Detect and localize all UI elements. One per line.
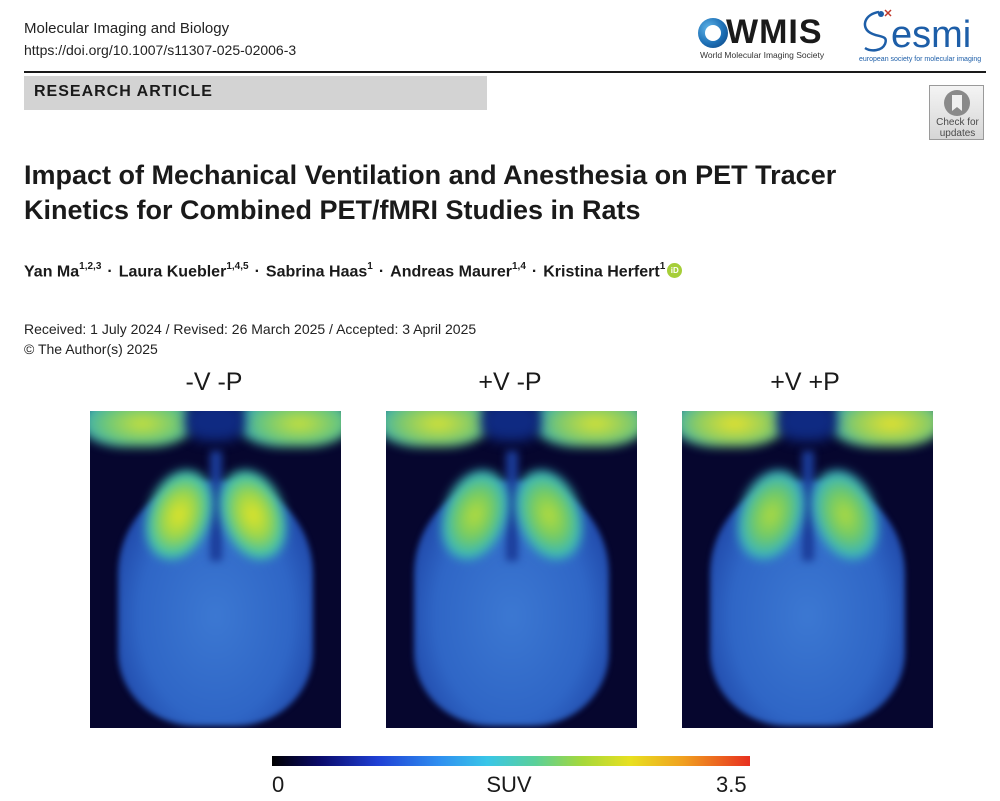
- panel-label: +V -P: [478, 368, 542, 396]
- pet-image-panel: [386, 411, 637, 728]
- esmi-logo-subtitle: european society for molecular imaging: [859, 56, 982, 63]
- esmi-logo: esmi european society for molecular imag…: [855, 8, 990, 64]
- header-rule: [24, 71, 986, 73]
- wmis-logo-word: WMIS: [726, 13, 823, 51]
- article-type-label: RESEARCH ARTICLE: [34, 83, 213, 100]
- author-separator: ·: [378, 263, 385, 281]
- author-affiliation: 1,4: [512, 261, 526, 272]
- author-separator: ·: [531, 263, 538, 281]
- copyright-notice: © The Author(s) 2025: [24, 341, 158, 357]
- panel-label: -V -P: [185, 368, 243, 396]
- wmis-globe-icon: [698, 18, 728, 48]
- doi-link[interactable]: https://doi.org/10.1007/s11307-025-02006…: [24, 42, 297, 58]
- panel-label: +V +P: [770, 368, 840, 396]
- article-dates: Received: 1 July 2024 / Revised: 26 Marc…: [24, 321, 477, 337]
- author-list: Yan Ma1,2,3 · Laura Kuebler1,4,5 · Sabrina H…: [24, 261, 683, 281]
- bookmark-icon: [944, 90, 970, 116]
- wmis-logo-subtitle: World Molecular Imaging Society: [700, 50, 825, 60]
- suv-colorbar: [272, 756, 750, 766]
- author-name[interactable]: Yan Ma: [24, 263, 80, 281]
- esmi-logo-word: esmi: [891, 14, 972, 56]
- author-affiliation: 1,4,5: [226, 261, 249, 272]
- author-separator: ·: [254, 263, 260, 281]
- author-name[interactable]: Andreas Maurer: [390, 263, 512, 281]
- author-name[interactable]: Kristina Herfert: [543, 263, 660, 281]
- wmis-logo: WMIS World Molecular Imaging Society: [698, 12, 848, 62]
- article-type-band: RESEARCH ARTICLE: [24, 76, 487, 110]
- esmi-swirl-icon: [863, 9, 892, 52]
- author-affiliation: 1: [367, 261, 373, 272]
- colorbar-max-label: 3.5: [716, 772, 747, 797]
- pet-image-panel: [682, 411, 933, 728]
- author-separator: ·: [107, 263, 113, 281]
- check-for-updates-label: Check for updates: [936, 117, 979, 139]
- colorbar-unit-label: SUV: [486, 772, 532, 797]
- orcid-icon[interactable]: iD: [667, 262, 683, 278]
- colorbar-min-label: 0: [272, 772, 285, 797]
- pet-image-panel: [90, 411, 341, 728]
- journal-name: Molecular Imaging and Biology: [24, 20, 230, 37]
- author-name[interactable]: Laura Kuebler: [118, 263, 227, 281]
- article-title: Impact of Mechanical Ventilation and Ane…: [24, 160, 837, 225]
- author-affiliation: 1,2,3: [79, 261, 102, 272]
- author-name[interactable]: Sabrina Haas: [265, 263, 368, 281]
- author-affiliation: 1: [659, 261, 666, 272]
- check-for-updates-button[interactable]: Check for updates: [929, 85, 984, 140]
